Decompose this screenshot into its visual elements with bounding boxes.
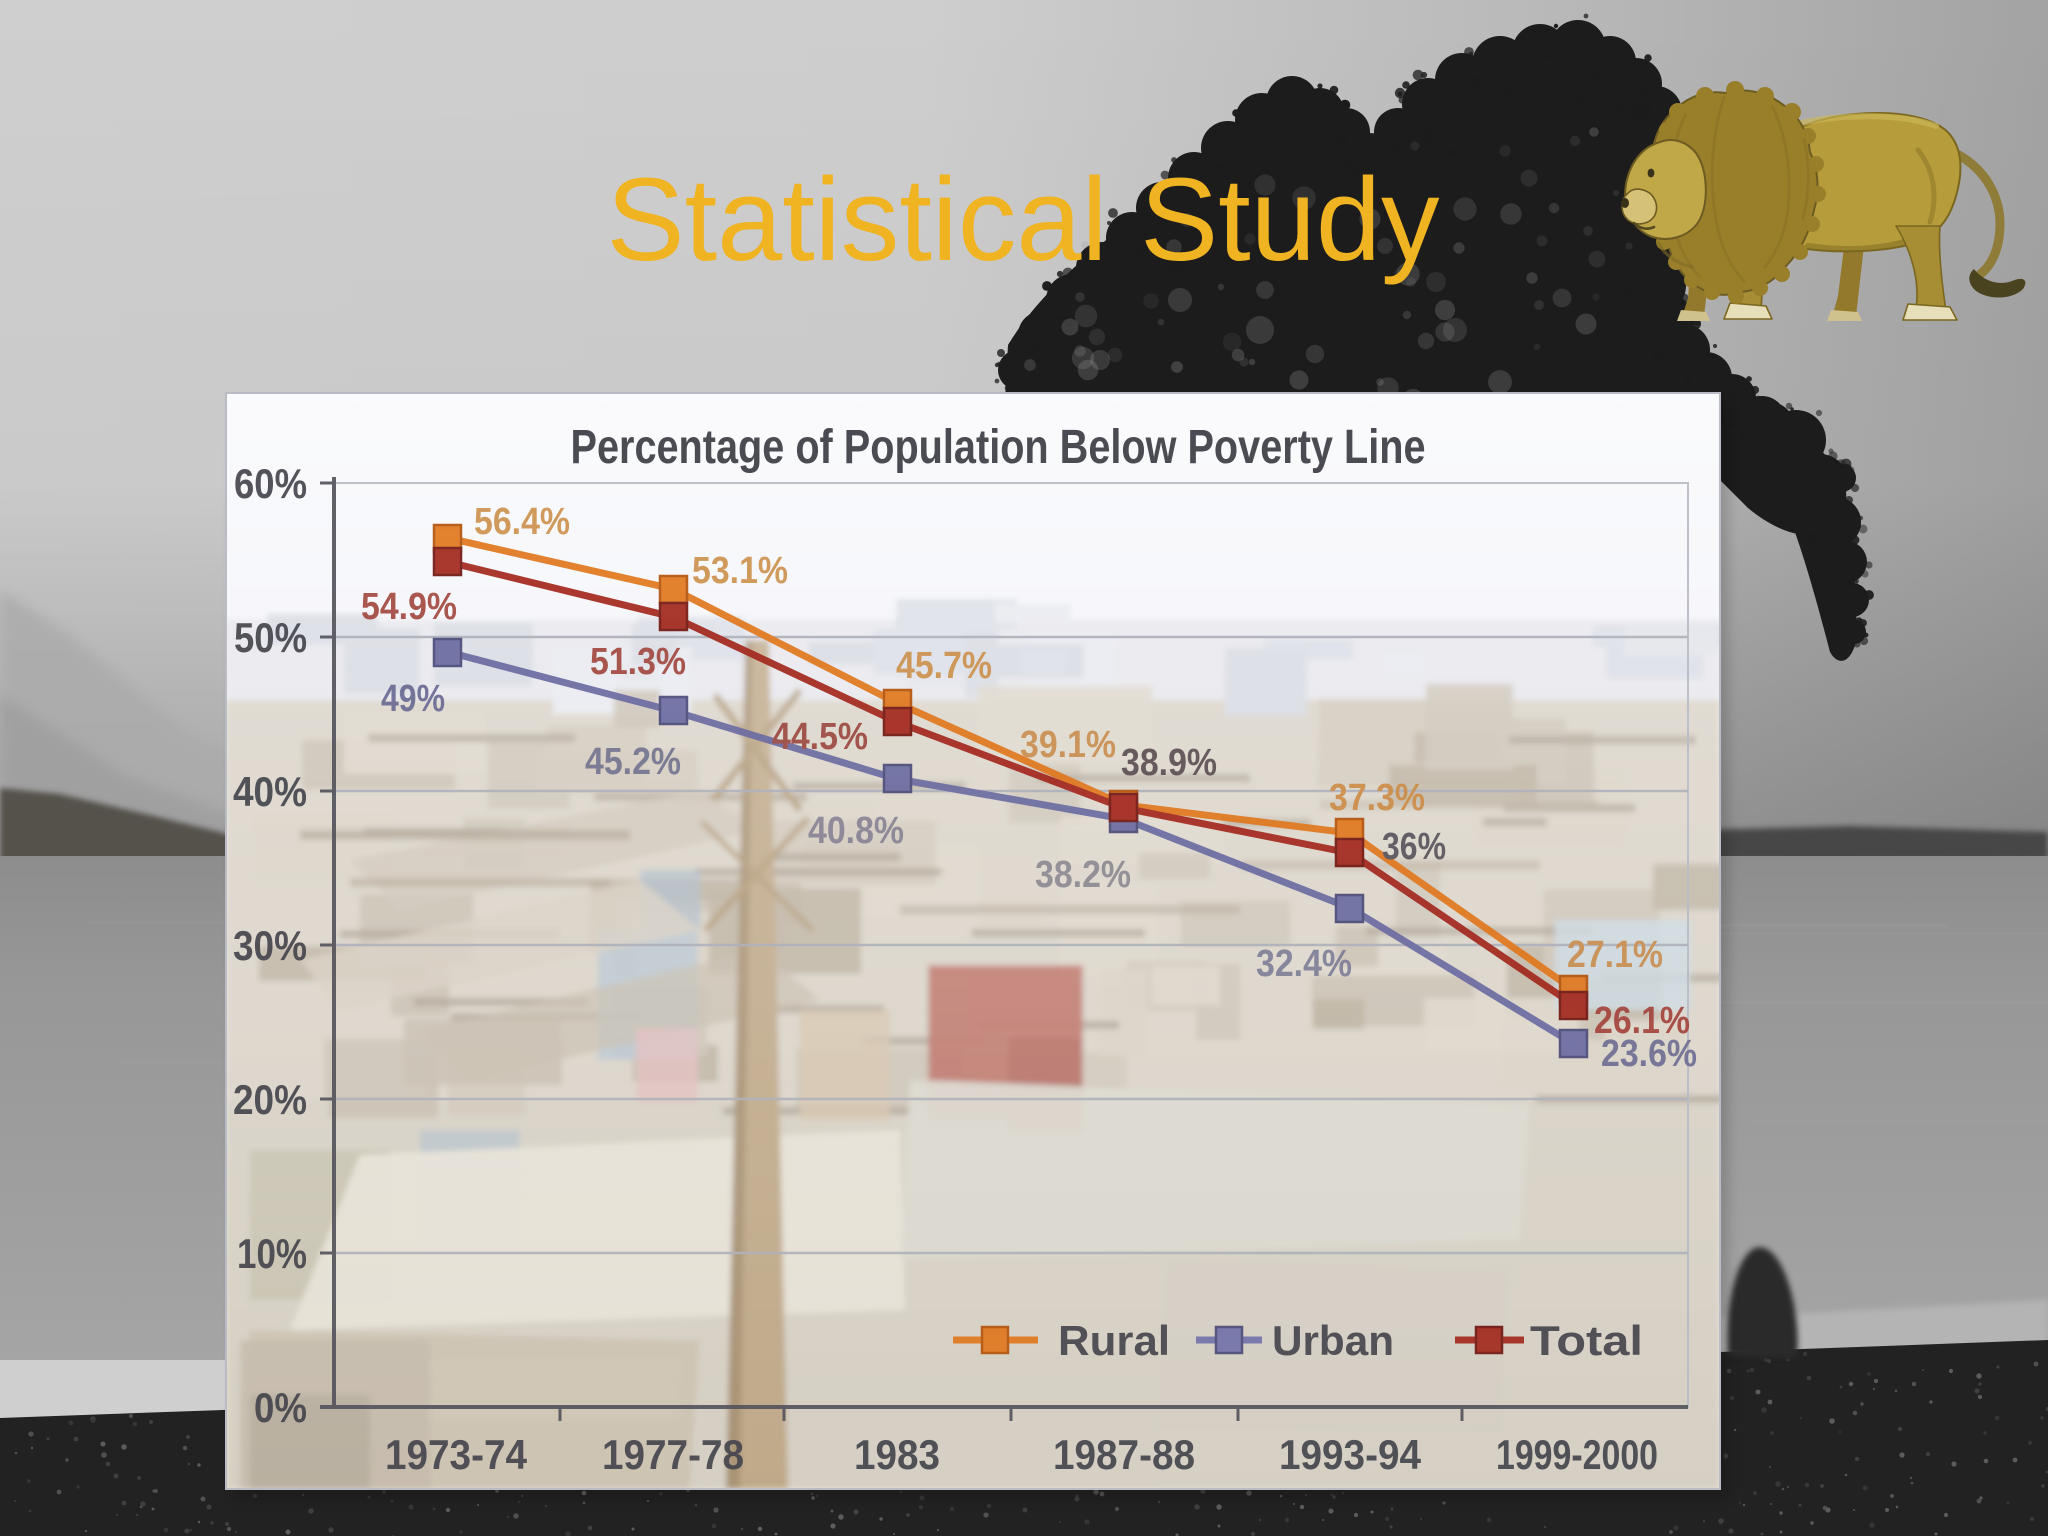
svg-text:1973-74: 1973-74 xyxy=(385,1431,528,1478)
svg-text:1983: 1983 xyxy=(854,1431,940,1478)
svg-text:27.1%: 27.1% xyxy=(1567,934,1663,976)
svg-text:54.9%: 54.9% xyxy=(361,586,457,628)
svg-text:45.2%: 45.2% xyxy=(585,741,681,783)
svg-text:1987-88: 1987-88 xyxy=(1053,1431,1195,1478)
svg-text:10%: 10% xyxy=(237,1230,307,1277)
svg-text:45.7%: 45.7% xyxy=(896,645,992,687)
svg-text:38.2%: 38.2% xyxy=(1035,854,1131,896)
svg-text:60%: 60% xyxy=(234,460,307,507)
svg-text:53.1%: 53.1% xyxy=(692,550,788,592)
svg-text:Statistical Study: Statistical Study xyxy=(607,154,1440,286)
svg-text:37.3%: 37.3% xyxy=(1329,777,1425,819)
svg-text:1977-78: 1977-78 xyxy=(602,1431,744,1478)
svg-text:50%: 50% xyxy=(234,614,307,661)
svg-text:Urban: Urban xyxy=(1272,1317,1394,1364)
svg-text:36%: 36% xyxy=(1382,826,1446,868)
svg-text:56.4%: 56.4% xyxy=(474,501,570,543)
svg-text:38.9%: 38.9% xyxy=(1121,742,1217,784)
svg-text:32.4%: 32.4% xyxy=(1256,943,1352,985)
svg-text:39.1%: 39.1% xyxy=(1020,724,1116,766)
svg-text:Total: Total xyxy=(1530,1317,1643,1364)
svg-text:1999-2000: 1999-2000 xyxy=(1496,1431,1658,1478)
svg-text:44.5%: 44.5% xyxy=(772,716,868,758)
svg-text:Percentage of Population Below: Percentage of Population Below Poverty L… xyxy=(571,421,1426,474)
svg-text:40.8%: 40.8% xyxy=(808,810,904,852)
svg-text:0%: 0% xyxy=(254,1384,307,1431)
svg-text:30%: 30% xyxy=(233,922,307,969)
svg-text:51.3%: 51.3% xyxy=(590,641,686,683)
svg-text:49%: 49% xyxy=(381,678,445,720)
svg-text:26.1%: 26.1% xyxy=(1594,1000,1690,1042)
svg-text:20%: 20% xyxy=(233,1076,307,1123)
svg-text:23.6%: 23.6% xyxy=(1601,1033,1697,1075)
svg-text:Rural: Rural xyxy=(1058,1317,1170,1364)
svg-text:1993-94: 1993-94 xyxy=(1279,1431,1422,1478)
svg-text:40%: 40% xyxy=(233,768,307,815)
